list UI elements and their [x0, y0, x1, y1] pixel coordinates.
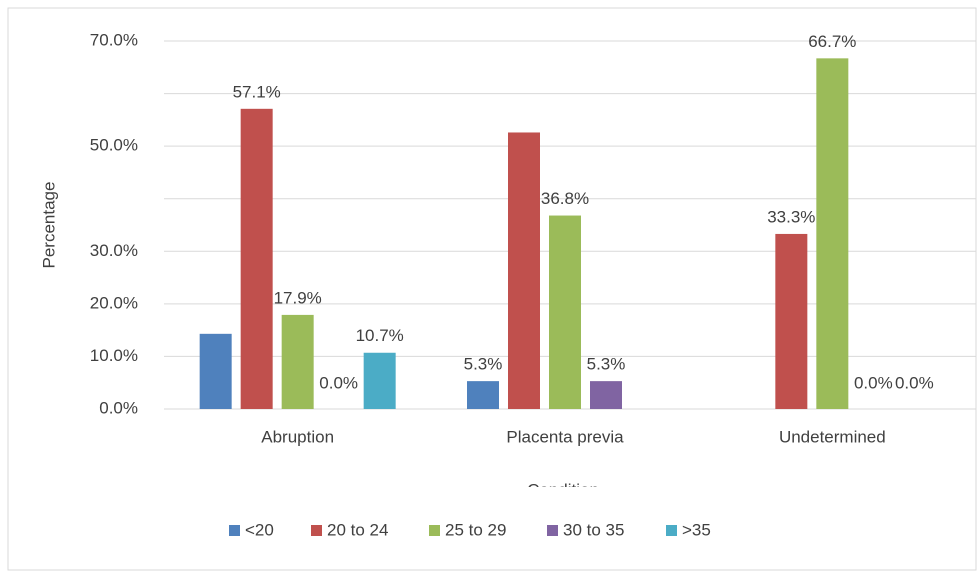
- bar: [775, 233, 808, 409]
- bar: [199, 333, 232, 409]
- legend-label: 25 to 29: [445, 520, 506, 539]
- y-tick-label: 20.0%: [90, 293, 138, 312]
- x-tick-label: Placenta previa: [506, 427, 624, 446]
- y-tick-label: 30.0%: [90, 241, 138, 260]
- chart-frame: [7, 7, 977, 571]
- x-axis-label: Condition: [527, 480, 599, 499]
- data-label: 33.3%: [767, 207, 815, 226]
- y-tick-label: 50.0%: [90, 136, 138, 155]
- bar: [508, 132, 540, 409]
- bar: [816, 58, 849, 409]
- data-label: 36.8%: [541, 189, 589, 208]
- data-label: 0.0%: [895, 373, 934, 392]
- data-label: 5.3%: [587, 355, 626, 374]
- legend-label: <20: [245, 520, 274, 539]
- data-label: 66.7%: [808, 32, 856, 51]
- legend-swatch: [547, 525, 558, 536]
- bar: [467, 381, 499, 409]
- data-label: 57.1%: [233, 82, 281, 101]
- bar: [549, 215, 581, 409]
- legend-label: 20 to 24: [327, 520, 388, 539]
- y-tick-label: 10.0%: [90, 346, 138, 365]
- y-axis-label: Percentage: [39, 182, 58, 269]
- legend-swatch: [666, 525, 677, 536]
- legend-swatch: [229, 525, 240, 536]
- y-tick-label: 70.0%: [90, 30, 138, 49]
- data-label: 5.3%: [464, 355, 503, 374]
- legend-label: >35: [682, 520, 711, 539]
- x-tick-label: Abruption: [261, 427, 334, 446]
- legend-swatch: [311, 525, 322, 536]
- bar: [363, 352, 396, 409]
- data-label: 0.0%: [854, 373, 893, 392]
- bar: [281, 314, 314, 409]
- y-tick-label: 0.0%: [99, 398, 138, 417]
- legend-swatch: [429, 525, 440, 536]
- data-label: 17.9%: [274, 288, 322, 307]
- data-label: 10.7%: [356, 326, 404, 345]
- bar: [240, 108, 273, 410]
- data-label: 0.0%: [319, 373, 358, 392]
- legend-label: 30 to 35: [563, 520, 624, 539]
- x-tick-label: Undetermined: [779, 427, 886, 446]
- bar: [590, 381, 622, 409]
